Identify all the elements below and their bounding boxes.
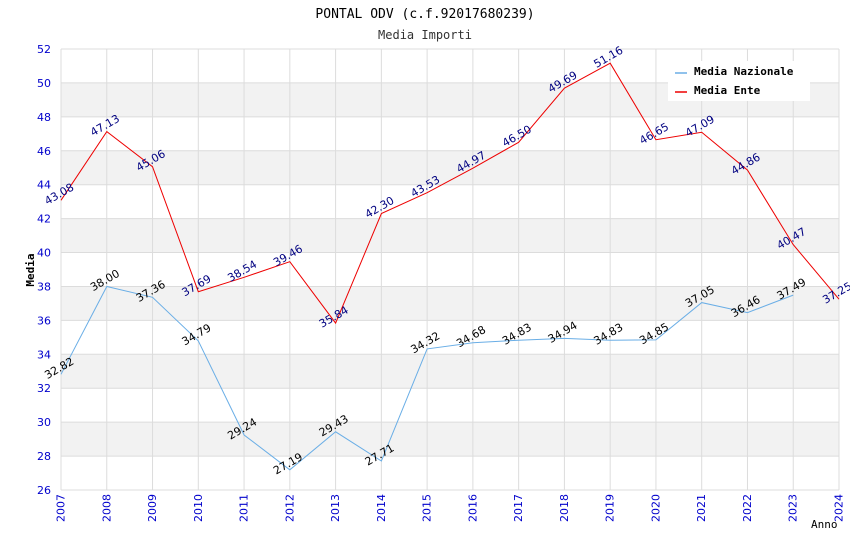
x-tick-label: 2013 bbox=[329, 494, 342, 522]
y-axis-label: Media bbox=[24, 253, 37, 286]
y-tick-label: 44 bbox=[37, 179, 51, 192]
data-label: 34.94 bbox=[546, 319, 580, 346]
x-tick-label: 2021 bbox=[695, 494, 708, 522]
data-label: 34.85 bbox=[637, 320, 671, 347]
y-tick-label: 46 bbox=[37, 145, 51, 158]
x-tick-label: 2008 bbox=[100, 494, 113, 522]
plot-band bbox=[61, 354, 839, 389]
data-label: 46.65 bbox=[637, 120, 671, 147]
data-label: 46.50 bbox=[500, 123, 534, 150]
data-label: 51.16 bbox=[592, 44, 626, 71]
series-line-media-ente bbox=[60, 62, 840, 325]
y-tick-label: 30 bbox=[37, 416, 51, 429]
y-tick-label: 40 bbox=[37, 247, 51, 260]
legend-box bbox=[668, 61, 810, 101]
x-tick-label: 2011 bbox=[238, 494, 251, 522]
data-label: 34.83 bbox=[592, 321, 626, 348]
y-tick-label: 48 bbox=[37, 111, 51, 124]
plot-band bbox=[61, 150, 839, 185]
data-label: 38.54 bbox=[225, 258, 259, 285]
y-tick-label: 42 bbox=[37, 213, 51, 226]
x-axis-ticks: 2007 2008 2009 2010 2011 2012 2013 2014 2015 2016… bbox=[55, 494, 846, 522]
grid-lines bbox=[60, 48, 840, 491]
x-tick-label: 2007 bbox=[55, 494, 68, 522]
series-layer bbox=[60, 62, 840, 471]
y-tick-label: 26 bbox=[37, 484, 51, 497]
y-tick-label: 32 bbox=[37, 382, 51, 395]
y-tick-label: 34 bbox=[37, 348, 51, 361]
chart-subtitle: Media Importi bbox=[378, 28, 472, 42]
x-tick-label: 2018 bbox=[558, 494, 571, 522]
x-tick-label: 2012 bbox=[283, 494, 296, 522]
x-tick-label: 2020 bbox=[649, 494, 662, 522]
series-line-media-nazionale bbox=[60, 285, 794, 471]
y-tick-label: 50 bbox=[37, 77, 51, 90]
data-label: 34.79 bbox=[180, 321, 214, 348]
x-tick-label: 2024 bbox=[833, 494, 846, 522]
x-tick-label: 2016 bbox=[466, 494, 479, 522]
plot-band bbox=[61, 422, 839, 457]
y-tick-label: 36 bbox=[37, 314, 51, 327]
x-tick-label: 2017 bbox=[512, 494, 525, 522]
legend-label-media-nazionale: Media Nazionale bbox=[694, 65, 794, 78]
x-tick-label: 2014 bbox=[375, 494, 388, 522]
plot-bands bbox=[61, 82, 839, 457]
x-axis-label: Anno bbox=[811, 518, 838, 531]
data-label: 34.83 bbox=[500, 321, 534, 348]
plot-band bbox=[61, 286, 839, 321]
data-label: 34.68 bbox=[454, 323, 488, 350]
legend-label-media-ente: Media Ente bbox=[694, 84, 761, 97]
y-axis-ticks: 26 28 30 32 34 36 38 40 42 44 46 48 50 52 bbox=[37, 43, 51, 497]
plot-band bbox=[61, 218, 839, 253]
x-tick-label: 2023 bbox=[787, 494, 800, 522]
y-tick-label: 28 bbox=[37, 450, 51, 463]
x-tick-label: 2009 bbox=[146, 494, 159, 522]
y-tick-label: 52 bbox=[37, 43, 51, 56]
chart-title: PONTAL ODV (c.f.92017680239) bbox=[315, 7, 534, 22]
y-tick-label: 38 bbox=[37, 280, 51, 293]
x-tick-label: 2010 bbox=[192, 494, 205, 522]
x-tick-label: 2019 bbox=[604, 494, 617, 522]
legend: Media Nazionale Media Ente bbox=[668, 61, 810, 101]
x-tick-label: 2022 bbox=[741, 494, 754, 522]
x-tick-label: 2015 bbox=[421, 494, 434, 522]
